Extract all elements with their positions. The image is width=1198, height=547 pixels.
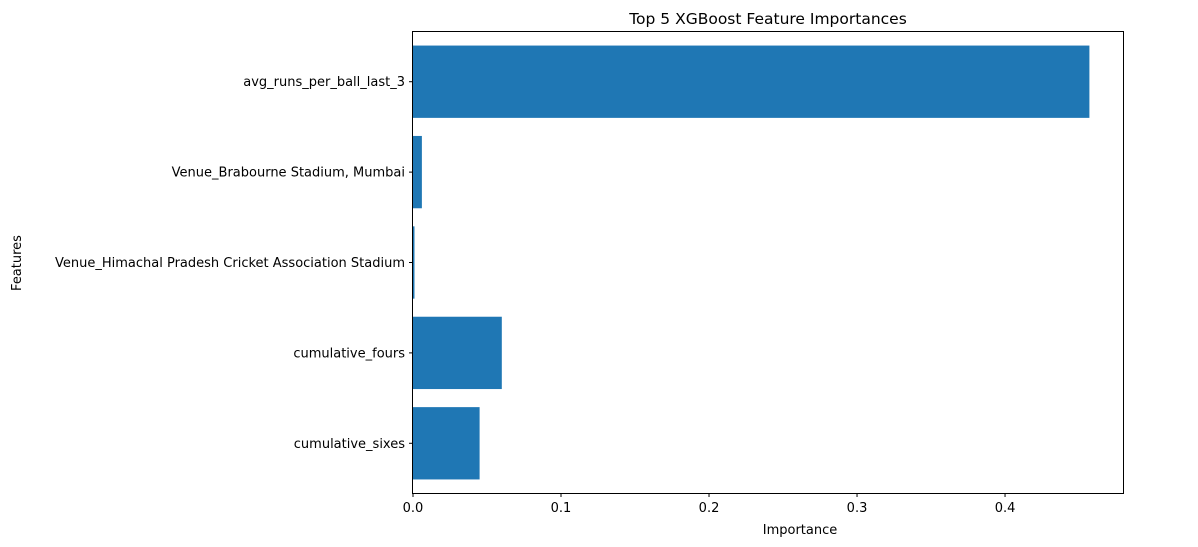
x-tick-label: 0.2 (699, 501, 720, 516)
plot-frame (412, 31, 1124, 494)
y-tick-label: avg_runs_per_ball_last_3 (243, 75, 405, 90)
bars-group (413, 45, 1090, 480)
x-tick-label: 0.1 (551, 501, 572, 516)
bar-1 (413, 135, 422, 209)
y-axis-label: Features (10, 235, 25, 291)
bar-3 (413, 316, 502, 390)
chart-title: Top 5 XGBoost Feature Importances (628, 10, 907, 28)
x-tick-label: 0.0 (403, 501, 424, 516)
y-ticks-group: avg_runs_per_ball_last_3 Venue_Brabourne … (55, 75, 413, 452)
y-tick-label: cumulative_sixes (294, 437, 405, 452)
x-axis-label: Importance (763, 523, 838, 538)
bar-0 (413, 45, 1090, 118)
y-tick-label: cumulative_fours (293, 346, 405, 361)
y-tick-label: Venue_Himachal Pradesh Cricket Associati… (55, 256, 405, 271)
bar-2 (413, 226, 415, 299)
bar-4 (413, 407, 480, 480)
y-tick-label: Venue_Brabourne Stadium, Mumbai (172, 166, 405, 181)
x-ticks-group: 0.0 0.1 0.2 0.3 0.4 (403, 493, 1016, 516)
x-tick-label: 0.4 (995, 501, 1016, 516)
x-tick-label: 0.3 (847, 501, 868, 516)
